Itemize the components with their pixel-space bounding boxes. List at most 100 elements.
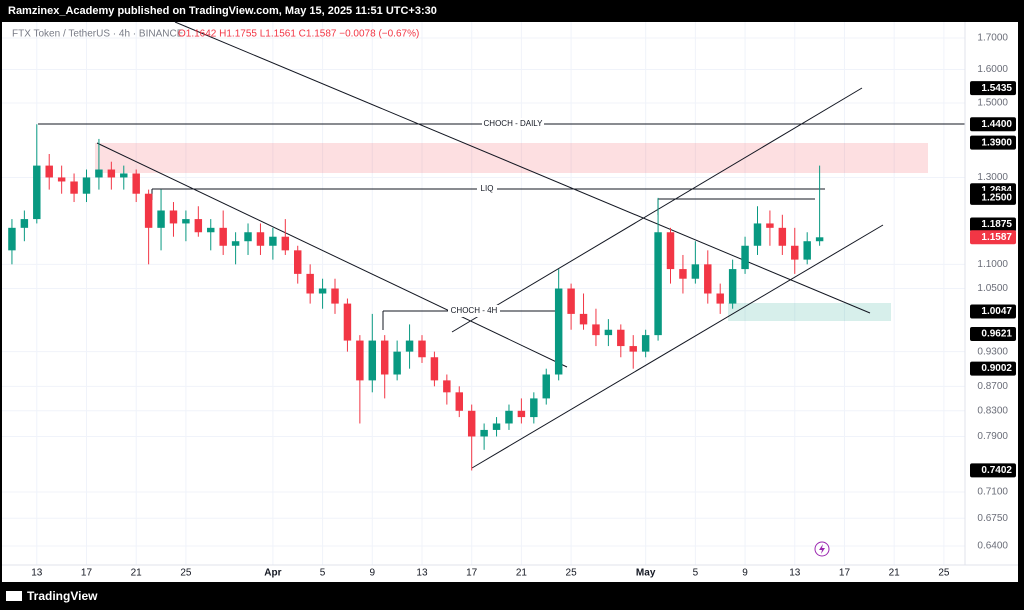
y-tick-label: 0.9300 xyxy=(977,346,1008,357)
x-tick-label: 13 xyxy=(789,568,801,579)
x-tick-label: 9 xyxy=(742,568,748,579)
x-tick-label: 21 xyxy=(889,568,901,579)
candle-body xyxy=(318,288,327,294)
x-tick-label: 25 xyxy=(180,568,192,579)
candle-body xyxy=(766,223,774,228)
price-badge xyxy=(970,463,1016,478)
candle-body xyxy=(256,232,265,246)
candle-body xyxy=(455,392,463,411)
chart-pane xyxy=(2,22,1018,582)
channel-upper xyxy=(451,87,863,333)
candle-body xyxy=(530,398,538,418)
x-tick-label: 25 xyxy=(938,568,950,579)
candle-body xyxy=(331,288,339,304)
candle-body xyxy=(492,423,501,430)
ohlc: O1.1642 H1.1755 L1.1561 C1.1587 −0.0078 … xyxy=(178,29,419,40)
event-icon-bolt xyxy=(819,544,825,554)
y-tick-label: 1.6000 xyxy=(977,64,1008,75)
price-badge xyxy=(970,135,1016,150)
candle-body xyxy=(380,340,389,375)
candle-body xyxy=(132,173,140,194)
price-badge-label: 0.9002 xyxy=(981,363,1012,374)
trendline xyxy=(174,21,871,314)
last-price-label: 1.1587 xyxy=(981,232,1012,243)
candle-body xyxy=(629,346,637,352)
candle-body xyxy=(467,410,476,437)
price-badge xyxy=(970,361,1016,376)
x-tick-label: 17 xyxy=(466,568,478,579)
x-tick-label: 13 xyxy=(31,568,43,579)
last-price-badge xyxy=(970,230,1016,245)
price-badge-label: 1.1875 xyxy=(981,219,1012,230)
candle-body xyxy=(194,219,203,233)
candle-body xyxy=(294,250,302,274)
candle-body xyxy=(480,429,488,437)
candle-body xyxy=(169,210,178,224)
y-tick-label: 0.6400 xyxy=(977,541,1008,552)
x-tick-label: 5 xyxy=(320,568,326,579)
candle-body xyxy=(207,227,215,233)
candle-body xyxy=(95,169,103,178)
y-tick-label: 0.8700 xyxy=(977,381,1008,392)
candle-body xyxy=(716,293,724,304)
x-tick-label: 9 xyxy=(370,568,376,579)
candle-body xyxy=(443,380,451,393)
x-tick-label: 25 xyxy=(566,568,578,579)
candle-body xyxy=(728,269,737,304)
label-bg xyxy=(448,305,500,317)
candle-body xyxy=(505,410,513,424)
candle-body xyxy=(107,169,116,178)
price-badge-label: 1.2500 xyxy=(981,192,1012,203)
brand-logo xyxy=(6,591,22,601)
candle-body xyxy=(517,410,526,418)
price-badge-label: 0.9621 xyxy=(981,329,1012,340)
candle-body xyxy=(641,335,650,352)
candle-body xyxy=(741,245,749,270)
candle-body xyxy=(144,193,153,228)
candle-body xyxy=(691,264,700,279)
x-tick-label: Apr xyxy=(264,568,281,579)
candle-body xyxy=(778,227,787,246)
price-badge xyxy=(970,117,1016,132)
candle-body xyxy=(418,340,426,358)
x-tick-label: 17 xyxy=(81,568,93,579)
channel-lower xyxy=(471,224,884,469)
demand-zone xyxy=(728,303,891,321)
y-tick-label: 0.7100 xyxy=(977,487,1008,498)
candle-body xyxy=(592,324,600,336)
x-tick-label: May xyxy=(636,568,656,579)
y-tick-label: 1.7000 xyxy=(977,33,1008,44)
candle-body xyxy=(219,227,227,246)
price-badge-label: 0.7402 xyxy=(981,465,1012,476)
candle-body xyxy=(430,357,439,381)
candle-body xyxy=(244,232,252,242)
annotation: CHOCH - DAILY xyxy=(484,119,544,128)
event-icon[interactable] xyxy=(814,541,830,557)
supply-zone xyxy=(95,143,928,173)
price-badge-label: 1.4400 xyxy=(981,119,1012,130)
candle-body xyxy=(554,288,563,375)
candle-body xyxy=(45,165,53,178)
candle-body xyxy=(579,313,588,325)
y-tick-label: 1.0500 xyxy=(977,283,1008,294)
y-tick-label: 0.7900 xyxy=(977,431,1008,442)
candle-body xyxy=(157,210,165,228)
label-bg xyxy=(477,183,497,195)
x-tick-label: 21 xyxy=(516,568,528,579)
candle-body xyxy=(231,241,240,246)
candle-body xyxy=(679,269,687,279)
y-tick-label: 1.3000 xyxy=(977,172,1008,183)
candle-body xyxy=(567,288,575,314)
price-badge xyxy=(970,217,1016,232)
candle-body xyxy=(604,329,613,336)
candle-body xyxy=(82,177,91,194)
candle-body xyxy=(666,232,675,270)
y-tick-label: 1.5000 xyxy=(977,98,1008,109)
x-tick-label: 5 xyxy=(693,568,699,579)
candle-body xyxy=(8,227,16,251)
y-tick-label: 0.8300 xyxy=(977,405,1008,416)
price-badge xyxy=(970,81,1016,96)
symbol: FTX Token / TetherUS · 4h · BINANCE xyxy=(12,29,184,40)
